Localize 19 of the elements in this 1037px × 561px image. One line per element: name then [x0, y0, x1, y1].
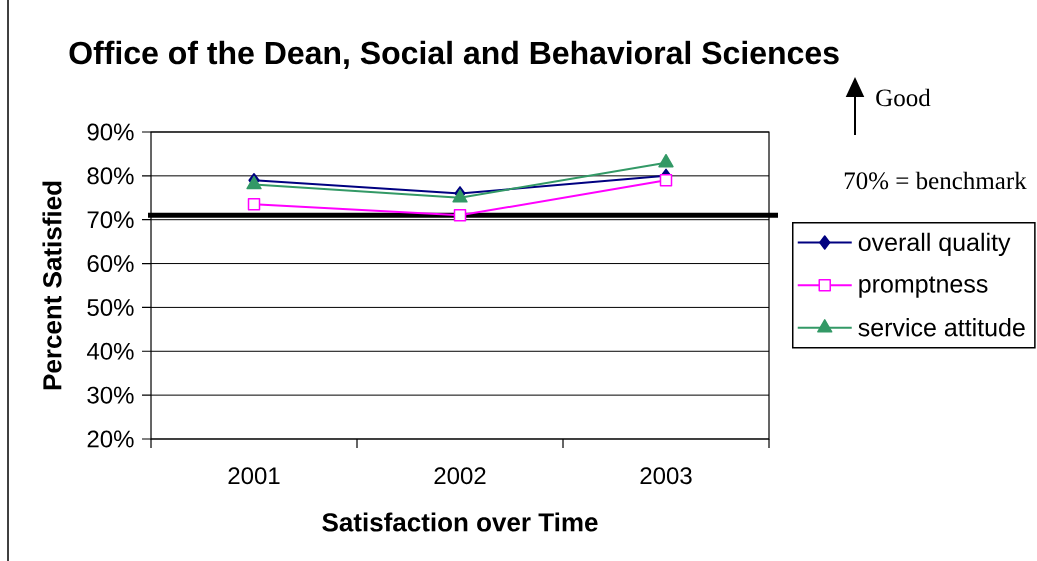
y-tick-label: 40%	[86, 342, 134, 360]
y-tick-label: 90%	[87, 123, 134, 141]
legend-label: service attitude	[858, 318, 1025, 337]
x-tick-label: 2001	[228, 467, 280, 485]
legend-label: promptness	[859, 276, 988, 298]
y-tick-label: 50%	[87, 298, 134, 316]
y-tick-label: 70%	[87, 211, 134, 229]
x-tick-label: 2002	[434, 467, 486, 485]
text: 70% = benchmark	[844, 171, 1027, 190]
chart-title: Office of the Dean, Social and Behavioral Sciences	[69, 40, 839, 69]
y-tick-label: 80%	[87, 167, 134, 185]
y-axis-title: Percent Satisfied	[42, 181, 62, 390]
y-tick-label: 20%	[87, 430, 134, 448]
y-tick-label: 60%	[87, 255, 134, 273]
legend-label: overall quality	[858, 232, 1011, 257]
x-axis-title: Satisfaction over Time	[322, 512, 598, 532]
x-tick-label: 2003	[640, 467, 692, 485]
y-tick-label: 30%	[87, 386, 134, 404]
text: Good	[876, 88, 931, 107]
